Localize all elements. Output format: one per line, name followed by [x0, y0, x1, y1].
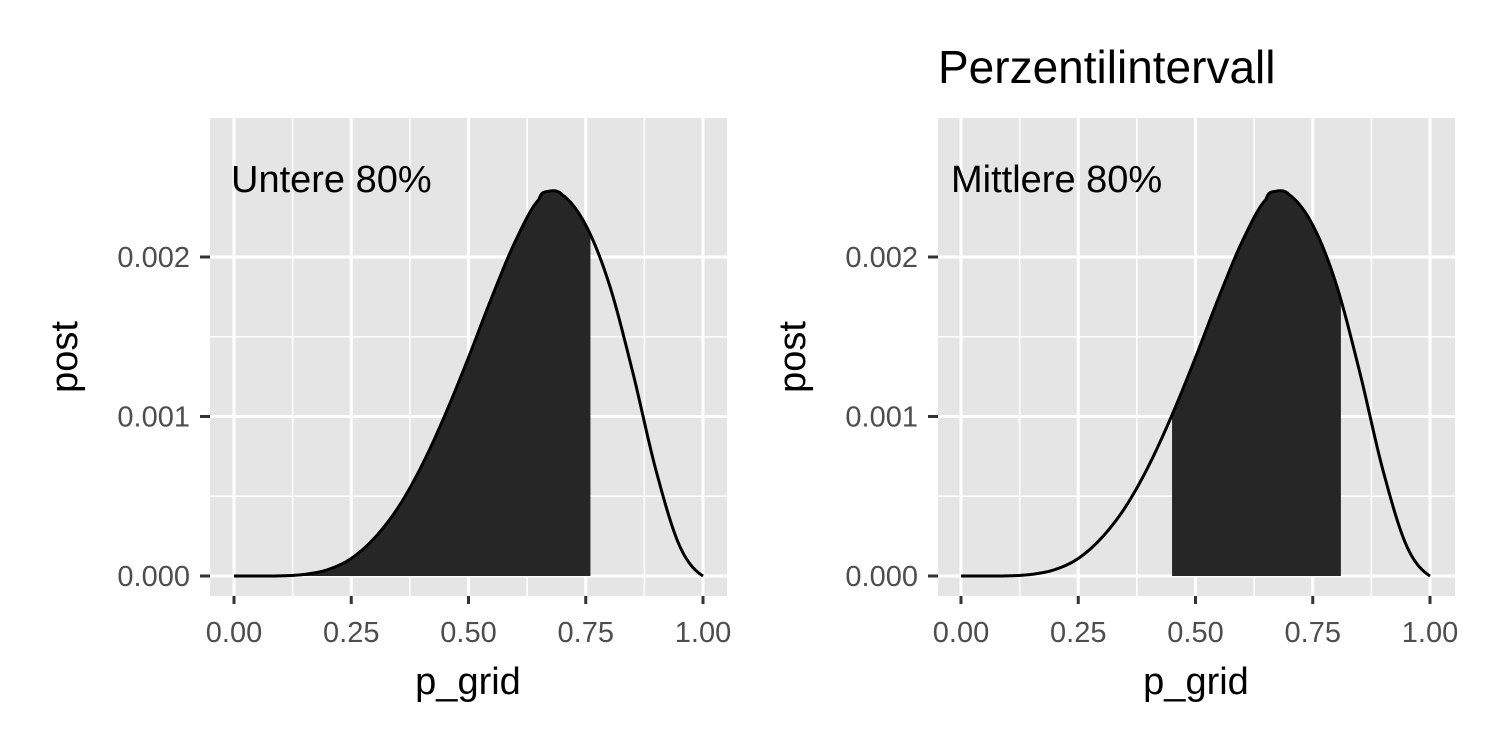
- x-tick-label: 0.25: [323, 617, 379, 649]
- density-curve: [234, 189, 704, 578]
- x-tick-label: 0.00: [206, 617, 262, 649]
- x-tick-label: 0.75: [558, 617, 614, 649]
- y-axis: 0.000 0.001 0.002: [117, 242, 210, 593]
- y-tick-label: 0.000: [845, 561, 918, 593]
- y-axis: 0.000 0.001 0.002: [845, 242, 938, 593]
- x-axis-title: p_grid: [1143, 661, 1249, 703]
- y-tick-label: 0.002: [117, 242, 190, 274]
- shaded-interval-area: [1172, 190, 1341, 576]
- y-axis-title: post: [772, 321, 814, 393]
- density-curve: [961, 189, 1431, 578]
- y-axis-title: post: [44, 321, 86, 393]
- chart-title: Perzentilintervall: [938, 41, 1275, 93]
- x-axis-title: p_grid: [415, 661, 521, 703]
- x-tick-label: 0.00: [933, 617, 989, 649]
- chart-right: 0.00 0.25 0.50 0.75 1.00 0.000 0.001 0.002 Mit…: [772, 41, 1458, 703]
- x-tick-label: 0.50: [1167, 617, 1223, 649]
- y-tick-label: 0.000: [117, 561, 190, 593]
- shaded-interval-area: [234, 190, 591, 576]
- y-tick-label: 0.001: [117, 402, 190, 434]
- y-tick-label: 0.001: [845, 402, 918, 434]
- x-tick-label: 1.00: [675, 617, 731, 649]
- x-axis: 0.00 0.25 0.50 0.75 1.00: [933, 596, 1458, 649]
- annotation-label: Mittlere 80%: [951, 159, 1162, 201]
- x-tick-label: 0.25: [1050, 617, 1106, 649]
- x-tick-label: 1.00: [1402, 617, 1458, 649]
- x-axis: 0.00 0.25 0.50 0.75 1.00: [206, 596, 731, 649]
- x-tick-label: 0.50: [440, 617, 496, 649]
- annotation-label: Untere 80%: [231, 159, 432, 201]
- chart-left: 0.00 0.25 0.50 0.75 1.00 0.000 0.001 0.002 Unt…: [44, 118, 731, 703]
- x-tick-label: 0.75: [1285, 617, 1341, 649]
- y-tick-label: 0.002: [845, 242, 918, 274]
